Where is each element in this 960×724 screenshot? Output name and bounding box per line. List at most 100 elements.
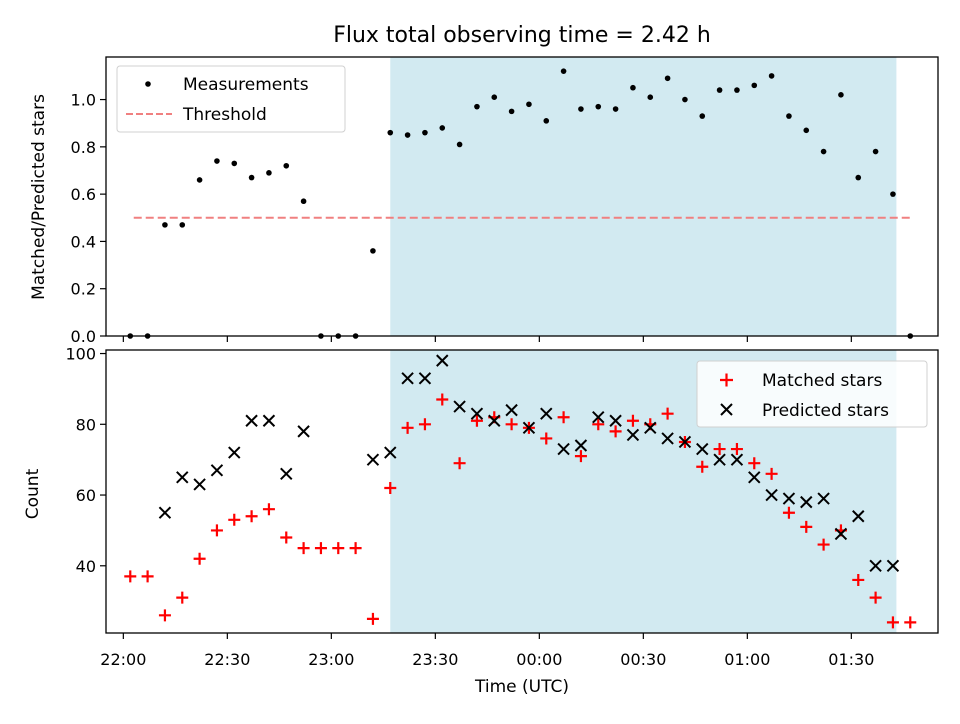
measurement-point bbox=[283, 162, 290, 169]
measurement-point bbox=[214, 158, 220, 164]
predicted-point bbox=[210, 464, 224, 477]
measurement-point bbox=[890, 191, 896, 197]
measurement-point bbox=[838, 92, 844, 98]
measurement-point bbox=[664, 75, 671, 82]
measurement-point bbox=[422, 129, 428, 136]
bottom-panel: 40 60 80 100 22:00 22:30 23:00 23:30 00:00 00:30 0… bbox=[65, 345, 939, 669]
matched-point bbox=[765, 467, 778, 480]
legend-matched-label: Matched stars bbox=[762, 371, 882, 391]
legend-measurement-marker bbox=[145, 81, 151, 87]
matched-point bbox=[193, 552, 206, 565]
predicted-point bbox=[176, 471, 189, 484]
x-tick-label: 22:30 bbox=[204, 650, 250, 669]
x-tick-label: 22:00 bbox=[100, 650, 146, 669]
predicted-point bbox=[661, 432, 674, 445]
measurement-point bbox=[248, 174, 255, 181]
legend-measurements-label: Measurements bbox=[183, 75, 309, 95]
top-y-tick-label: 0.8 bbox=[71, 138, 96, 157]
measurement-point bbox=[820, 148, 827, 155]
predicted-point bbox=[540, 407, 553, 420]
matched-point bbox=[384, 481, 397, 494]
bottom-axes-frame bbox=[105, 349, 939, 634]
measurement-point bbox=[474, 103, 480, 110]
measurement-point bbox=[734, 87, 740, 93]
top-legend-box bbox=[116, 65, 346, 133]
matched-point bbox=[141, 570, 154, 583]
measurement-point bbox=[872, 148, 879, 155]
predicted-point bbox=[384, 446, 397, 459]
predicted-point bbox=[782, 492, 796, 505]
predicted-point bbox=[522, 421, 536, 435]
matched-point bbox=[852, 573, 865, 586]
predicted-point bbox=[765, 488, 778, 502]
matched-point bbox=[782, 506, 795, 519]
top-y-tick-label: 0.0 bbox=[71, 327, 96, 346]
predicted-point bbox=[713, 453, 726, 466]
x-tick-label: 23:30 bbox=[412, 650, 458, 669]
predicted-point bbox=[557, 442, 570, 456]
measurement-point bbox=[630, 84, 636, 91]
bottom-y-tick-label: 80 bbox=[76, 415, 96, 434]
matched-point bbox=[436, 393, 449, 406]
x-tick-label: 01:00 bbox=[724, 650, 770, 669]
measurement-point bbox=[162, 222, 168, 228]
legend-predicted-label: Predicted stars bbox=[762, 401, 889, 421]
matched-point bbox=[228, 513, 241, 526]
predicted-point bbox=[644, 421, 657, 435]
legend-predicted-marker bbox=[720, 403, 733, 416]
predicted-point bbox=[158, 506, 172, 519]
predicted-point bbox=[280, 467, 293, 481]
predicted-point bbox=[626, 428, 640, 442]
matched-point bbox=[557, 411, 570, 424]
measurement-point bbox=[266, 170, 272, 176]
measurement-point bbox=[526, 101, 532, 108]
predicted-point bbox=[470, 407, 484, 420]
legend-threshold-label: Threshold bbox=[182, 105, 267, 125]
measurement-point bbox=[612, 106, 619, 112]
top-y-tick-label: 0.6 bbox=[71, 185, 96, 204]
predicted-point bbox=[748, 471, 761, 484]
x-tick-label: 23:00 bbox=[308, 650, 354, 669]
predicted-point bbox=[592, 411, 605, 424]
measurement-point bbox=[716, 87, 723, 93]
matched-point bbox=[124, 570, 137, 583]
predicted-point bbox=[505, 403, 518, 417]
measurement-point bbox=[439, 125, 446, 131]
matched-point bbox=[730, 443, 743, 456]
measurement-point bbox=[855, 174, 862, 181]
x-tick-label: 00:30 bbox=[620, 650, 666, 669]
predicted-point bbox=[436, 354, 449, 367]
matched-point bbox=[540, 432, 553, 445]
matched-point bbox=[574, 450, 587, 463]
predicted-point bbox=[297, 425, 310, 438]
predicted-point bbox=[366, 453, 380, 466]
top-observing-span bbox=[390, 57, 897, 336]
top-legend: Measurements Threshold bbox=[116, 65, 346, 133]
predicted-point bbox=[678, 435, 692, 449]
bottom-y-tick-label: 100 bbox=[65, 345, 96, 364]
matched-point bbox=[297, 542, 310, 555]
chart-title: Flux total observing time = 2.42 h bbox=[333, 23, 711, 48]
top-y-tick-label: 0.2 bbox=[71, 280, 96, 299]
measurement-point bbox=[682, 96, 688, 103]
matched-point bbox=[332, 542, 345, 555]
matched-point bbox=[418, 418, 431, 431]
measurement-point bbox=[803, 127, 810, 134]
matched-point bbox=[904, 616, 917, 629]
matched-point bbox=[886, 616, 899, 629]
predicted-point bbox=[696, 442, 709, 456]
matched-point bbox=[817, 538, 830, 551]
bottom-y-axis-label: Count bbox=[23, 468, 43, 519]
predicted-point bbox=[401, 372, 414, 385]
matched-point bbox=[210, 524, 223, 537]
predicted-point bbox=[453, 400, 466, 413]
measurement-point bbox=[404, 132, 411, 138]
legend-matched-marker bbox=[720, 373, 733, 387]
predicted-point bbox=[193, 478, 206, 491]
predicted-point bbox=[869, 559, 882, 572]
matched-point bbox=[158, 609, 171, 622]
matched-point bbox=[661, 407, 674, 420]
bottom-legend-box bbox=[696, 360, 928, 428]
predicted-point bbox=[488, 414, 501, 427]
